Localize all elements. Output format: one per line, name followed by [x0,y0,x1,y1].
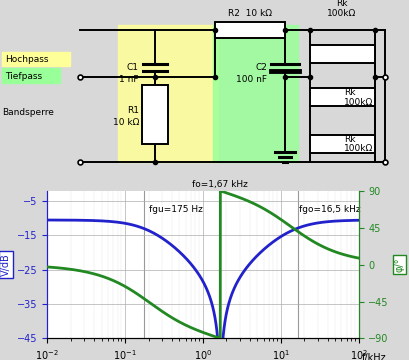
Bar [118,25,218,162]
Text: fgo=16,5 kHz: fgo=16,5 kHz [299,205,360,214]
Text: Rk
100kΩ: Rk 100kΩ [343,88,372,107]
Bar [2,51,70,67]
Text: C1: C1 [127,63,139,72]
Bar [2,68,60,84]
Text: Rk
100kΩ: Rk 100kΩ [326,0,356,18]
Text: Tiefpass: Tiefpass [5,72,42,81]
Text: f/kHz: f/kHz [361,353,386,360]
Text: R2  10 kΩ: R2 10 kΩ [227,9,271,18]
Bar [309,88,374,106]
Y-axis label: φ/°: φ/° [393,257,404,272]
Text: fgu=175 Hz: fgu=175 Hz [148,205,202,214]
Text: 1 nF: 1 nF [119,75,139,84]
Bar [309,135,374,153]
Text: Hochpass: Hochpass [5,55,48,64]
Text: 10 kΩ: 10 kΩ [112,118,139,127]
Text: Rk
100kΩ: Rk 100kΩ [343,135,372,153]
Text: R1: R1 [127,105,139,114]
Bar [142,85,168,144]
Text: fo=1,67 kHz: fo=1,67 kHz [192,180,247,189]
Text: C2: C2 [254,63,266,72]
Bar [309,45,374,63]
Y-axis label: V/dB: V/dB [1,253,11,276]
Bar [214,22,284,38]
Text: 100 nF: 100 nF [236,75,266,84]
Text: Bandsperre: Bandsperre [2,108,54,117]
Bar [213,25,297,162]
